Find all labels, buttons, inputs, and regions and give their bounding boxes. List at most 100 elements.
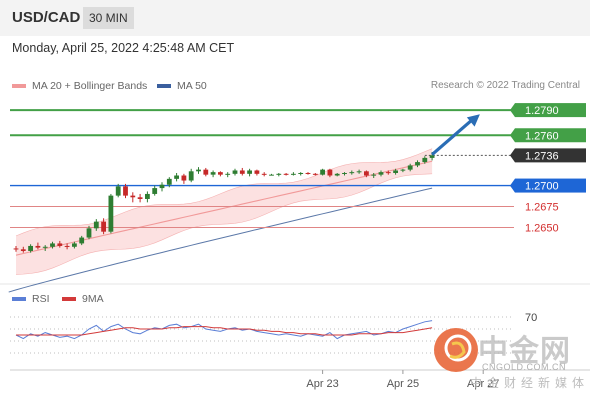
rsi-line [15,320,433,340]
level-label-text-1.2700: 1.2700 [525,181,559,193]
level-label-text-1.2675: 1.2675 [525,202,559,214]
x-tick-label: Apr 27 [467,378,499,390]
candle-body [291,173,296,175]
candle-body [130,195,136,198]
candle-body [93,221,99,229]
watermark-sub: 中金财经新媒体 [470,376,590,390]
candle-body [422,157,428,163]
candle-body [13,248,19,250]
bollinger-swatch [12,84,26,88]
bollinger-band-fill [16,148,433,275]
copyright-text: Research © 2022 Trading Central [430,80,580,91]
candle-body [174,175,179,179]
candle-body [196,169,201,172]
projection-arrow-head [466,114,480,127]
candle-body [393,170,398,173]
candle-body [349,172,355,174]
candle-body [42,246,48,248]
candle-body [108,195,114,232]
candle-body [72,243,77,247]
bollinger-legend-label: MA 20 + Bollinger Bands [32,80,148,92]
candle-body [378,172,384,175]
watermark-cn: 中金网 [478,334,571,369]
x-tick-label: Apr 25 [387,378,419,390]
candle-body [407,165,413,170]
candle-body [334,173,340,176]
level-label-box-1.2700 [515,178,586,193]
level-label-box-1.2790 [515,103,586,118]
ma50-legend-label: MA 50 [177,80,207,92]
rsi-ma-swatch [62,297,76,301]
candle-body [305,172,311,174]
level-label-box-1.2760 [515,128,586,143]
watermark-logo-circle [434,328,478,372]
candle-body [28,245,33,251]
candle-body [115,186,121,196]
candle-body [203,169,209,175]
watermark-url: CNGOLD.COM.CN [482,362,567,372]
candle-body [254,170,260,174]
candle-body [137,197,143,199]
level-label-text-1.2760: 1.2760 [525,130,559,142]
legend-bollinger: MA 20 + Bollinger Bands [12,80,147,92]
level-label-pointer-1.2736 [510,148,515,163]
candle-body [159,184,165,189]
watermark-logo-ring [444,334,472,362]
candle-body [64,245,70,247]
candle-body [20,249,26,251]
candle-body [269,174,274,176]
level-label-pointer-1.2700 [510,178,515,193]
candle-body [283,173,289,175]
candle-body [218,172,223,175]
candle-body [342,172,347,174]
bollinger-mid-line [15,160,433,256]
level-label-pointer-1.2790 [510,103,515,118]
candle-body [225,173,231,175]
rsi-legend-label: RSI [32,293,50,305]
legend-rsi: RSI [12,293,50,305]
timeframe-badge[interactable]: 30 MIN [83,7,134,29]
symbol-label: USD/CAD [12,9,81,26]
candle-body [50,243,55,247]
candle-body [152,188,158,194]
level-label-box-1.2736 [515,148,586,163]
candle-body [57,243,63,246]
rsi-ma-line [16,326,433,336]
level-label-text-1.2736: 1.2736 [525,150,559,162]
projection-arrow-shaft [431,117,475,156]
candle-body [371,174,377,176]
candle-body [247,170,252,174]
candle-body [188,171,194,181]
candle-body [415,162,420,166]
chart-header: USD/CAD 30 MIN [0,0,590,36]
legend-ma50: MA 50 [157,80,207,92]
candle-body [364,171,369,176]
candle-body [298,172,304,174]
rsi-ma-legend-label: 9MA [82,293,104,305]
level-label-text-1.2650: 1.2650 [525,222,559,234]
bollinger-lower-line [15,173,433,275]
ma50-swatch [157,84,171,88]
candle-body [356,171,362,173]
candle-body [210,172,216,175]
candle-body [101,221,106,232]
candle-body [35,245,41,248]
candle-body [261,173,267,175]
candle-body [276,173,282,175]
bollinger-upper-line [15,148,433,237]
x-tick-label: Apr 23 [306,378,338,390]
candle-body [385,172,391,174]
candle-body [166,178,172,185]
watermark-logo [434,328,478,372]
ma50-line [8,187,433,293]
candle-body [123,186,128,196]
candle-body [429,155,435,158]
candle-body [400,169,406,171]
candle-body [312,173,318,175]
candle-body [181,175,187,181]
rsi-tick-label: 70 [525,312,537,324]
candle-body [239,170,245,174]
candle-body [79,237,85,244]
level-label-pointer-1.2760 [510,128,515,143]
